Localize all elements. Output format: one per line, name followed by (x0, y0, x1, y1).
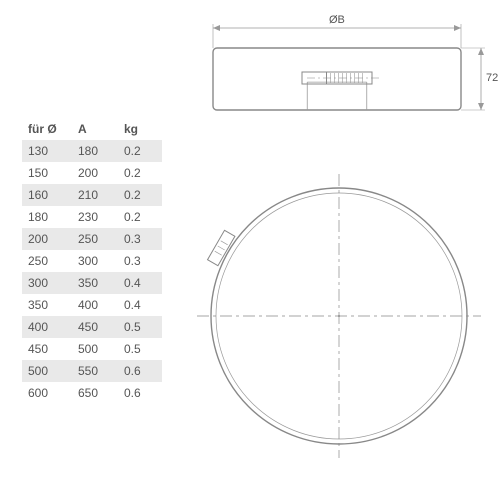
dimension-label-72: 72 (486, 72, 498, 84)
table-cell: 200 (22, 228, 72, 250)
table-cell: 300 (22, 272, 72, 294)
drawing-svg (195, 16, 495, 486)
table-cell: 0.2 (118, 206, 162, 228)
table-row: 5005500.6 (22, 360, 162, 382)
table-cell: 130 (22, 140, 72, 162)
table-cell: 0.6 (118, 360, 162, 382)
table-row: 2503000.3 (22, 250, 162, 272)
spec-table-header-row: für Ø A kg (22, 118, 162, 140)
col-header-kg: kg (118, 118, 162, 140)
table-cell: 400 (72, 294, 118, 316)
table-cell: 450 (22, 338, 72, 360)
table-cell: 650 (72, 382, 118, 404)
table-cell: 250 (22, 250, 72, 272)
table-row: 1802300.2 (22, 206, 162, 228)
table-cell: 450 (72, 316, 118, 338)
table-cell: 210 (72, 184, 118, 206)
table-cell: 500 (22, 360, 72, 382)
table-cell: 0.4 (118, 294, 162, 316)
col-header-a: A (72, 118, 118, 140)
table-cell: 150 (22, 162, 72, 184)
table-row: 1502000.2 (22, 162, 162, 184)
table-cell: 180 (22, 206, 72, 228)
table-cell: 250 (72, 228, 118, 250)
table-cell: 0.2 (118, 184, 162, 206)
table-cell: 400 (22, 316, 72, 338)
table-row: 3504000.4 (22, 294, 162, 316)
table-row: 4505000.5 (22, 338, 162, 360)
table-row: 1301800.2 (22, 140, 162, 162)
table-cell: 0.3 (118, 250, 162, 272)
table-cell: 0.2 (118, 140, 162, 162)
table-cell: 0.5 (118, 338, 162, 360)
table-row: 6006500.6 (22, 382, 162, 404)
table-cell: 0.3 (118, 228, 162, 250)
table-cell: 0.5 (118, 316, 162, 338)
table-row: 3003500.4 (22, 272, 162, 294)
table-cell: 350 (22, 294, 72, 316)
table-row: 4004500.5 (22, 316, 162, 338)
table-cell: 160 (22, 184, 72, 206)
table-cell: 600 (22, 382, 72, 404)
technical-drawings: ØB 72 (195, 16, 495, 486)
table-cell: 500 (72, 338, 118, 360)
dimension-label-b: ØB (329, 14, 345, 26)
table-cell: 180 (72, 140, 118, 162)
table-cell: 0.6 (118, 382, 162, 404)
table-cell: 0.2 (118, 162, 162, 184)
col-header-diameter: für Ø (22, 118, 72, 140)
table-row: 2002500.3 (22, 228, 162, 250)
table-cell: 550 (72, 360, 118, 382)
table-cell: 0.4 (118, 272, 162, 294)
table-cell: 350 (72, 272, 118, 294)
spec-table: für Ø A kg 1301800.21502000.21602100.218… (22, 118, 162, 404)
table-cell: 200 (72, 162, 118, 184)
table-row: 1602100.2 (22, 184, 162, 206)
table-cell: 300 (72, 250, 118, 272)
table-cell: 230 (72, 206, 118, 228)
